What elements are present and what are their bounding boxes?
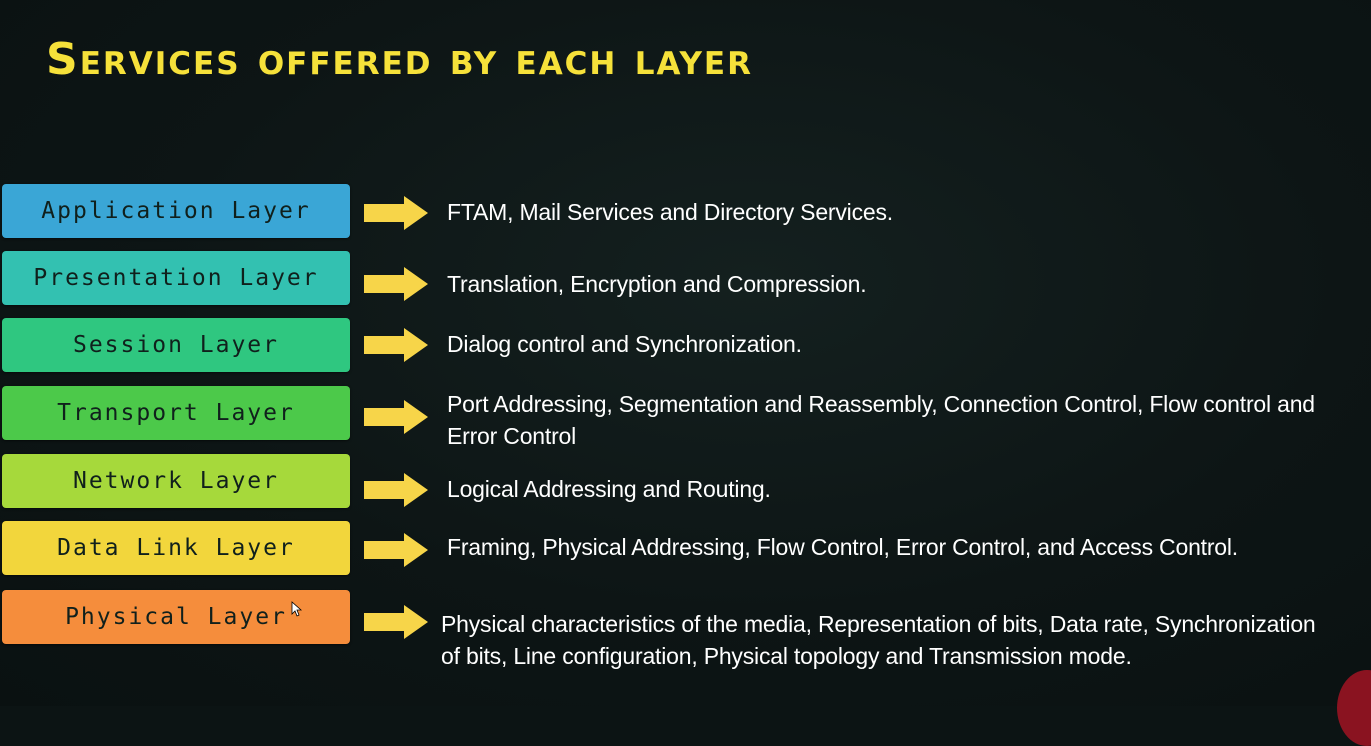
right-arrow-icon xyxy=(364,605,428,639)
right-arrow-icon xyxy=(364,473,428,507)
layer-box-session: Session Layer xyxy=(2,318,350,372)
right-arrow-icon xyxy=(364,267,428,301)
layer-description: Translation, Encryption and Compression. xyxy=(447,271,867,297)
right-arrow-icon xyxy=(364,328,428,362)
mouse-pointer-icon xyxy=(291,601,303,617)
layer-box-network: Network Layer xyxy=(2,454,350,508)
layer-description: Physical characteristics of the media, R… xyxy=(441,611,1316,669)
right-arrow-icon xyxy=(364,400,428,434)
layer-box-physical: Physical Layer xyxy=(2,590,350,644)
layer-label: Application Layer xyxy=(41,198,311,224)
corner-badge xyxy=(1337,670,1371,746)
layer-box-transport: Transport Layer xyxy=(2,386,350,440)
layer-description: Framing, Physical Addressing, Flow Contr… xyxy=(447,534,1238,560)
layer-description: Port Addressing, Segmentation and Reasse… xyxy=(447,391,1315,449)
layer-label: Presentation Layer xyxy=(33,265,319,291)
layer-label: Data Link Layer xyxy=(57,535,295,561)
layer-box-data-link: Data Link Layer xyxy=(2,521,350,575)
layer-label: Network Layer xyxy=(72,468,279,494)
layer-description: Dialog control and Synchronization. xyxy=(447,331,802,357)
layer-description: FTAM, Mail Services and Directory Servic… xyxy=(447,199,893,225)
right-arrow-icon xyxy=(364,196,428,230)
layer-label: Transport Layer xyxy=(57,400,295,426)
layer-box-application: Application Layer xyxy=(2,184,350,238)
layer-label: Physical Layer xyxy=(65,604,287,630)
right-arrow-icon xyxy=(364,533,428,567)
layer-description: Logical Addressing and Routing. xyxy=(447,476,771,502)
layer-box-presentation: Presentation Layer xyxy=(2,251,350,305)
layer-label: Session Layer xyxy=(72,332,279,358)
slide-title: Services offered by each layer xyxy=(46,34,753,85)
